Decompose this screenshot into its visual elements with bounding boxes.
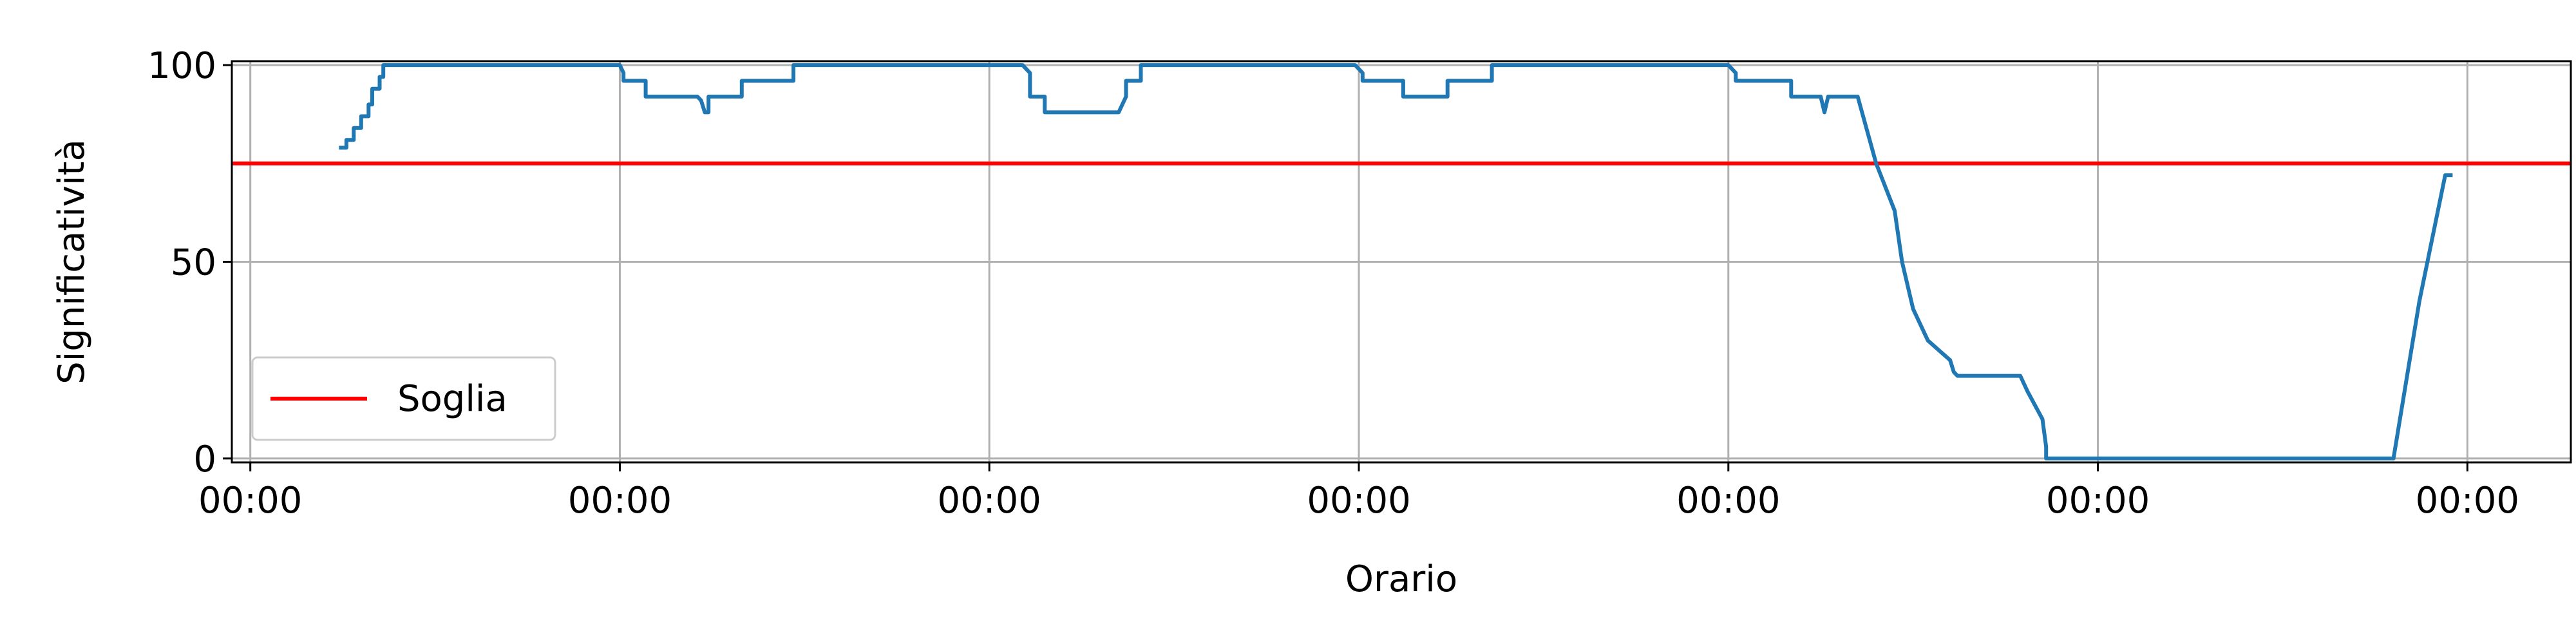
x-tick-label: 00:00: [1307, 480, 1410, 522]
y-axis-label: Significatività: [51, 139, 93, 384]
legend: Soglia: [251, 356, 556, 441]
x-tick-label: 00:00: [2416, 480, 2519, 522]
legend-box: [251, 356, 556, 441]
y-tick-label: 50: [171, 242, 216, 284]
y-tick-label: 100: [147, 45, 216, 87]
x-tick-label: 00:00: [1676, 480, 1780, 522]
series-line: [339, 63, 2453, 460]
x-axis-label: Orario: [1345, 558, 1457, 600]
y-tick-label: 0: [193, 439, 216, 480]
x-axis-ticks: 00:00 00:00 00:00 00:00 00:00 00:00 00:00: [198, 462, 2519, 522]
y-axis-ticks: 0 50 100: [147, 45, 232, 480]
x-tick-label: 00:00: [2046, 480, 2150, 522]
x-tick-label: 00:00: [198, 480, 302, 522]
x-tick-label: 00:00: [938, 480, 1041, 522]
legend-label-threshold: Soglia: [397, 378, 507, 420]
series-layer: [339, 63, 2453, 460]
x-tick-label: 00:00: [568, 480, 672, 522]
